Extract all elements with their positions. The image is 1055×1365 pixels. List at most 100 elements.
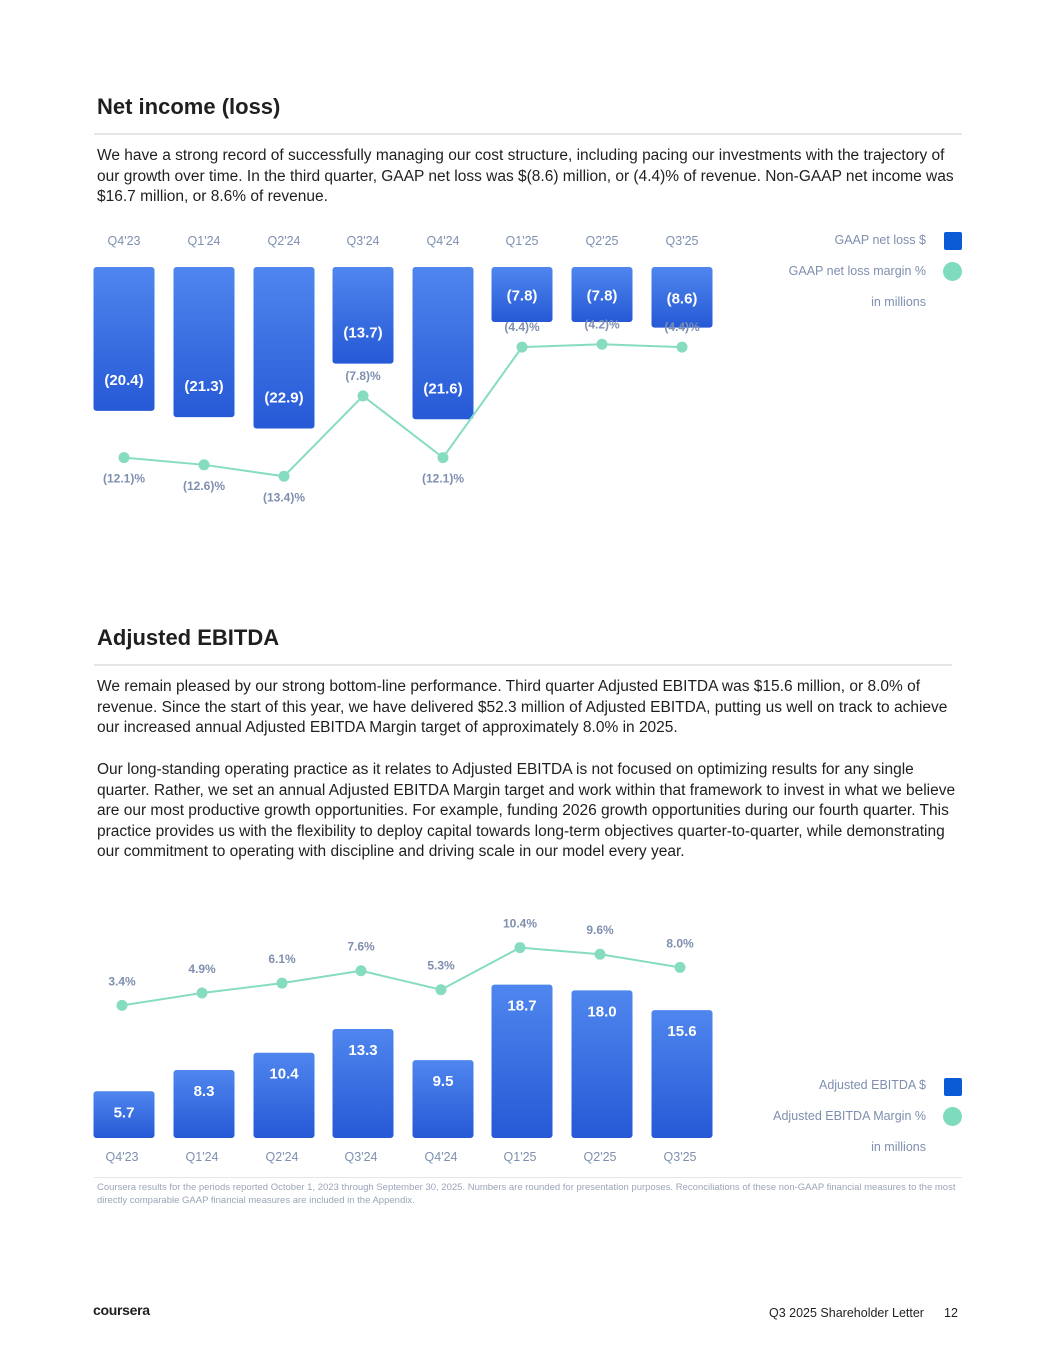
line-value-label: (12.1)% [103,472,145,486]
bar-value-label: 8.3 [194,1083,215,1100]
line-point [594,948,606,960]
net-income-chart: Q4'23 Q1'24 Q2'24 Q3'24 Q4'24 Q1'25 Q2'25 Q3'25… [93,234,713,504]
section-divider [94,133,962,135]
bar-value-label: (21.3) [184,378,223,395]
line-value-label: 9.6% [586,923,614,937]
footnote-divider [94,1177,962,1178]
line-value-label: (12.6)% [183,479,225,493]
ebitda-paragraph-2: Our long-standing operating practice as … [97,761,956,861]
bar-adjusted-ebitda [491,984,553,1138]
line-point [198,459,210,471]
bar-value-label: 18.7 [507,998,536,1015]
line-point [196,987,208,999]
x-tick-label: Q4'24 [425,1150,458,1164]
legend-units: in millions [871,295,926,309]
bar-value-label: (20.4) [104,372,143,389]
legend-label-gaap-margin: GAAP net loss margin % [788,264,926,278]
line-value-label: (4.4)% [664,320,700,334]
line-value-label: (13.4)% [263,490,305,504]
footnote: Coursera results for the periods reporte… [97,1182,956,1206]
x-tick-label: Q3'25 [664,1150,697,1164]
bar-adjusted-ebitda [412,1060,474,1138]
line-point [516,341,528,353]
bar-gaap-net-loss [93,267,155,411]
bar-gaap-net-loss [491,267,553,322]
line-ebitda-margin [121,946,681,1007]
x-tick-label: Q4'23 [108,234,141,248]
line-point [278,470,290,482]
line-value-label: 7.6% [347,940,375,954]
coursera-logo: coursera [93,1302,150,1318]
line-value-label: (4.2)% [584,317,620,331]
line-value-label: 10.4% [503,917,537,931]
legend-units: in millions [871,1140,926,1154]
bar-value-label: (22.9) [264,389,303,406]
bar-gaap-net-loss [173,267,235,418]
bar-adjusted-ebitda [173,1069,235,1138]
bar-value-label: 10.4 [269,1066,299,1083]
bar-value-label: 5.7 [114,1104,135,1121]
bar-value-label: 9.5 [433,1073,454,1090]
line-gaap-margin [123,343,683,478]
line-value-label: (4.4)% [504,320,540,334]
page-number: 12 [944,1306,958,1320]
line-point [674,961,686,973]
line-value-label: (7.8)% [345,369,381,383]
x-tick-label: Q4'23 [106,1150,139,1164]
bar-adjusted-ebitda [332,1028,394,1138]
x-tick-label: Q2'24 [268,234,301,248]
line-value-label: 6.1% [268,952,296,966]
x-tick-label: Q2'25 [584,1150,617,1164]
adjusted-ebitda-chart: 5.7 8.3 10.4 13.3 9.5 18.7 18.0 15.6 3.4% 4.9% 6.… [93,917,713,1164]
line-point [596,338,608,350]
bar-value-label: 18.0 [587,1003,616,1020]
legend-line-swatch [943,1107,962,1126]
x-tick-label: Q1'24 [186,1150,219,1164]
bar-gaap-net-loss [571,267,633,322]
legend-bar-swatch [944,232,962,250]
bar-gaap-net-loss [651,267,713,328]
bar-adjusted-ebitda [93,1091,155,1138]
x-tick-label: Q3'25 [666,234,699,248]
document-title: Q3 2025 Shareholder Letter [769,1306,924,1320]
bar-gaap-net-loss [253,267,315,429]
bar-value-label: (7.8) [507,287,538,304]
bar-value-label: (21.6) [423,380,462,397]
line-value-label: 8.0% [666,936,694,950]
bar-value-label: 15.6 [667,1023,696,1040]
bar-gaap-net-loss [412,267,474,420]
line-value-label: 4.9% [188,962,216,976]
bar-adjusted-ebitda [651,1010,713,1138]
section-title-adjusted-ebitda: Adjusted EBITDA [97,625,280,650]
ebitda-paragraph-1: We remain pleased by our strong bottom-l… [97,678,948,737]
x-tick-label: Q1'25 [504,1150,537,1164]
line-point [118,452,130,464]
bar-value-label: (8.6) [667,290,698,307]
line-point [676,341,688,353]
x-tick-label: Q2'24 [266,1150,299,1164]
bar-adjusted-ebitda [253,1052,315,1138]
x-tick-label: Q4'24 [427,234,460,248]
line-value-label: 5.3% [427,959,455,973]
legend-line-swatch [943,262,962,281]
legend-label-ebitda-margin: Adjusted EBITDA Margin % [773,1109,926,1123]
section-title-net-income: Net income (loss) [97,94,281,119]
x-tick-label: Q1'24 [188,234,221,248]
line-point [357,390,369,402]
line-value-label: (12.1)% [422,472,464,486]
line-point [435,984,447,996]
line-point [355,965,367,977]
line-point [437,452,449,464]
net-income-paragraph: We have a strong record of successfully … [97,147,954,206]
bar-value-label: (7.8) [587,287,618,304]
line-point [116,999,128,1011]
bar-value-label: (13.7) [343,325,382,342]
line-point [276,977,288,989]
x-tick-label: Q2'25 [586,234,619,248]
bar-gaap-net-loss [332,267,394,364]
legend-label-gaap-net-loss: GAAP net loss $ [834,233,927,247]
line-point [514,942,526,954]
bar-value-label: 13.3 [348,1042,377,1059]
bar-adjusted-ebitda [571,990,633,1138]
line-value-label: 3.4% [108,974,136,988]
